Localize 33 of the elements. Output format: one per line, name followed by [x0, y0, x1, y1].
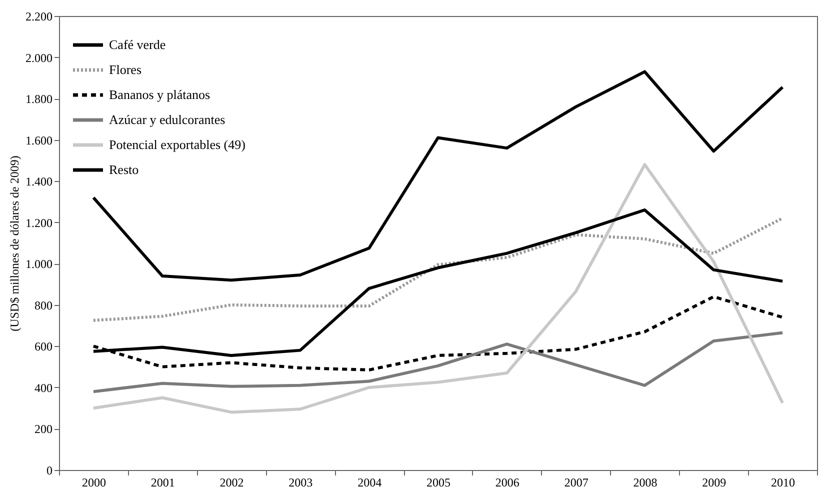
x-tick-label: 2006 — [495, 476, 520, 490]
x-tick-label: 2009 — [702, 476, 726, 490]
x-tick-label: 2004 — [358, 476, 382, 490]
legend-label: Resto — [109, 162, 139, 177]
x-tick-label: 2002 — [220, 476, 244, 490]
line-series — [92, 163, 784, 414]
legend-label: Potencial exportables (49) — [109, 137, 246, 152]
legend-label: Bananos y plátanos — [109, 87, 210, 102]
x-tick-label: 2000 — [82, 476, 106, 490]
line-series — [92, 216, 784, 322]
y-tick-label: 600 — [34, 340, 52, 354]
y-tick-label: 1.800 — [26, 92, 52, 106]
y-tick-label: 1.200 — [26, 216, 52, 230]
y-axis-title: (USD$ millones de dólares de 2009) — [8, 156, 22, 332]
y-tick-label: 400 — [34, 380, 52, 395]
legend-label: Azúcar y edulcorantes — [109, 112, 226, 127]
legend-label: Flores — [109, 62, 142, 77]
y-tick-label: 1.000 — [26, 257, 52, 272]
y-tick-label: 1.600 — [26, 133, 52, 148]
y-tick-label: 800 — [34, 298, 52, 312]
x-tick-label: 2005 — [426, 476, 450, 490]
line-series — [92, 331, 784, 394]
y-tick-label: 1.400 — [26, 174, 52, 189]
y-tick-label: 2.200 — [26, 10, 52, 24]
x-tick-label: 2007 — [564, 476, 588, 490]
y-tick-label: 2.000 — [26, 50, 52, 65]
x-tick-label: 2001 — [150, 476, 175, 490]
legend-label: Café verde — [109, 37, 166, 52]
x-tick-label: 2003 — [288, 476, 313, 490]
x-tick-label: 2008 — [633, 476, 658, 490]
y-tick-label: 200 — [34, 422, 52, 436]
y-tick-label: 0 — [46, 464, 52, 478]
x-tick-label: 2010 — [771, 476, 796, 490]
